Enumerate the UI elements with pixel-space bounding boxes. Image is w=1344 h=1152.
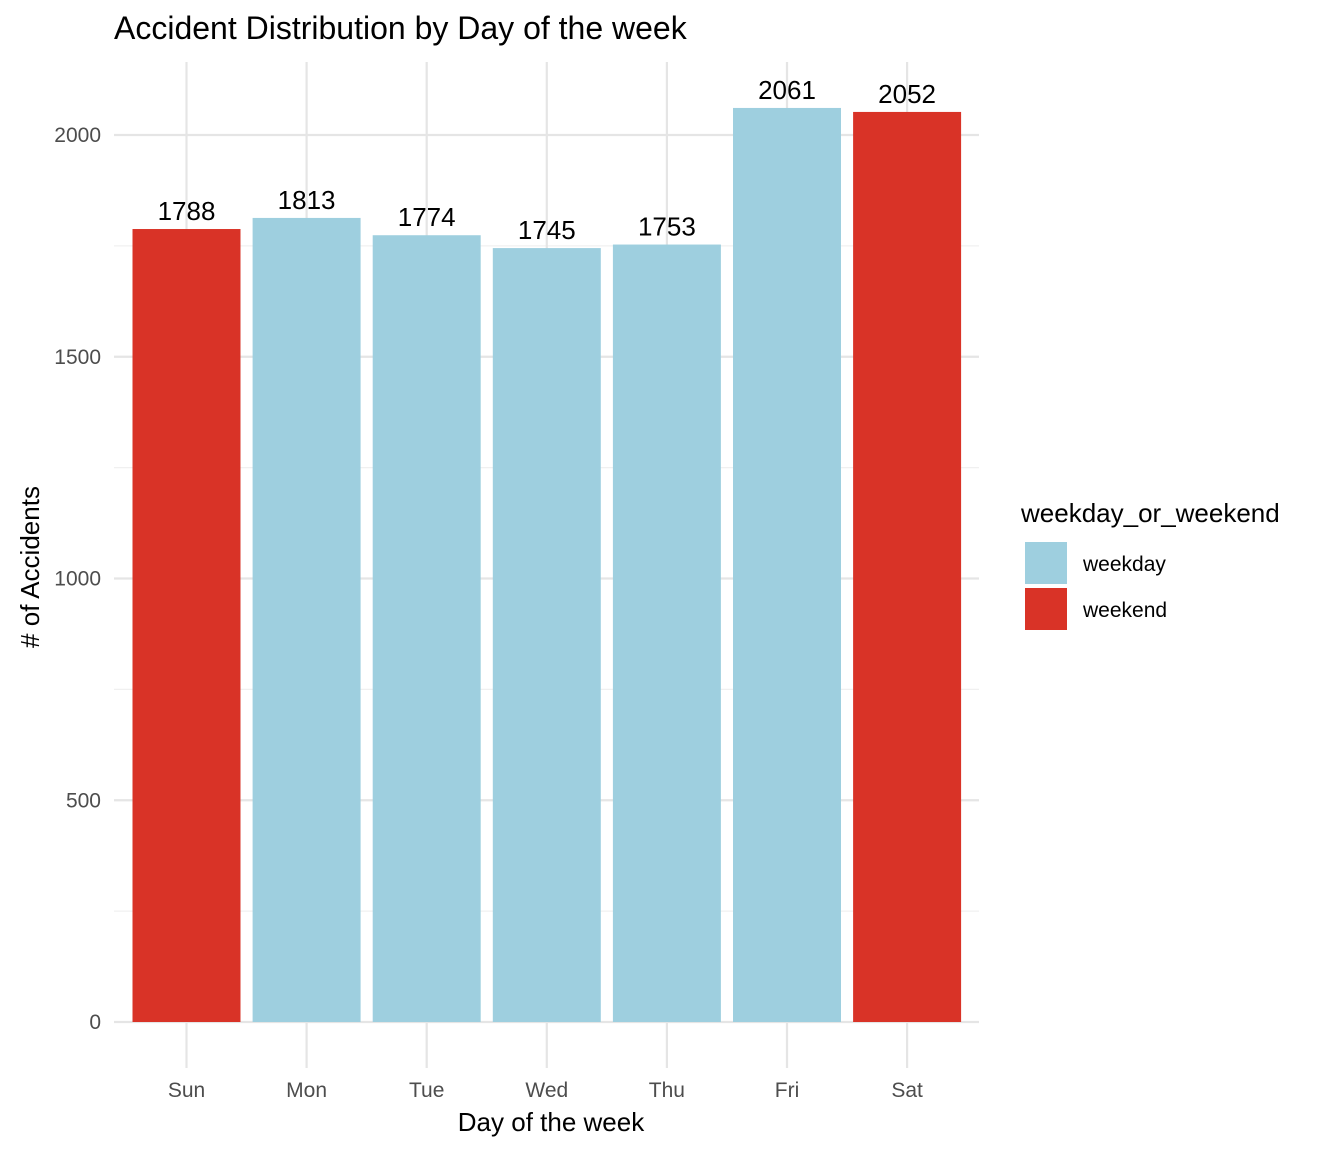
x-tick-label-mon: Mon: [286, 1079, 327, 1102]
y-tick-label: 0: [89, 1011, 101, 1034]
x-tick-label-sun: Sun: [168, 1079, 205, 1102]
x-axis-ticks: Sun Mon Tue Wed Thu Fri Sat: [168, 1079, 923, 1102]
data-label-fri: 2061: [758, 75, 816, 105]
legend: weekday_or_weekend weekday weekend: [1020, 498, 1280, 630]
data-label-wed: 1745: [518, 215, 576, 245]
y-tick-label: 1500: [54, 346, 101, 369]
legend-label-weekend: weekend: [1082, 599, 1167, 622]
data-label-thu: 1753: [638, 212, 696, 242]
x-axis-title: Day of the week: [458, 1107, 645, 1137]
bars: [132, 107, 962, 1023]
legend-swatch-weekday: [1025, 542, 1067, 584]
y-tick-label: 1000: [54, 568, 101, 591]
data-labels: 1788 1813 1774 1745 1753 2061 2052: [158, 75, 936, 245]
y-axis-title: # of Accidents: [15, 486, 45, 648]
legend-swatch-weekend: [1025, 588, 1067, 630]
bar-mon: [252, 217, 361, 1022]
data-label-tue: 1774: [398, 202, 456, 232]
y-axis-ticks: 0 500 1000 1500 2000: [54, 124, 101, 1034]
bar-tue: [372, 235, 481, 1022]
legend-title: weekday_or_weekend: [1020, 498, 1280, 528]
chart-title: Accident Distribution by Day of the week: [114, 10, 688, 46]
x-tick-label-thu: Thu: [649, 1079, 685, 1102]
data-label-sat: 2052: [878, 79, 936, 109]
data-label-mon: 1813: [278, 185, 336, 215]
bar-thu: [612, 244, 721, 1022]
bar-wed: [492, 248, 601, 1022]
legend-label-weekday: weekday: [1082, 553, 1166, 576]
x-tick-label-fri: Fri: [775, 1079, 800, 1102]
data-label-sun: 1788: [158, 196, 216, 226]
x-tick-label-tue: Tue: [409, 1079, 444, 1102]
bar-fri: [733, 107, 841, 1022]
bar-sun: [132, 229, 241, 1023]
x-tick-label-sat: Sat: [891, 1079, 923, 1102]
y-tick-label: 500: [66, 789, 101, 812]
y-tick-label: 2000: [54, 124, 101, 147]
x-tick-label-wed: Wed: [525, 1079, 568, 1102]
bar-sat: [853, 111, 962, 1023]
